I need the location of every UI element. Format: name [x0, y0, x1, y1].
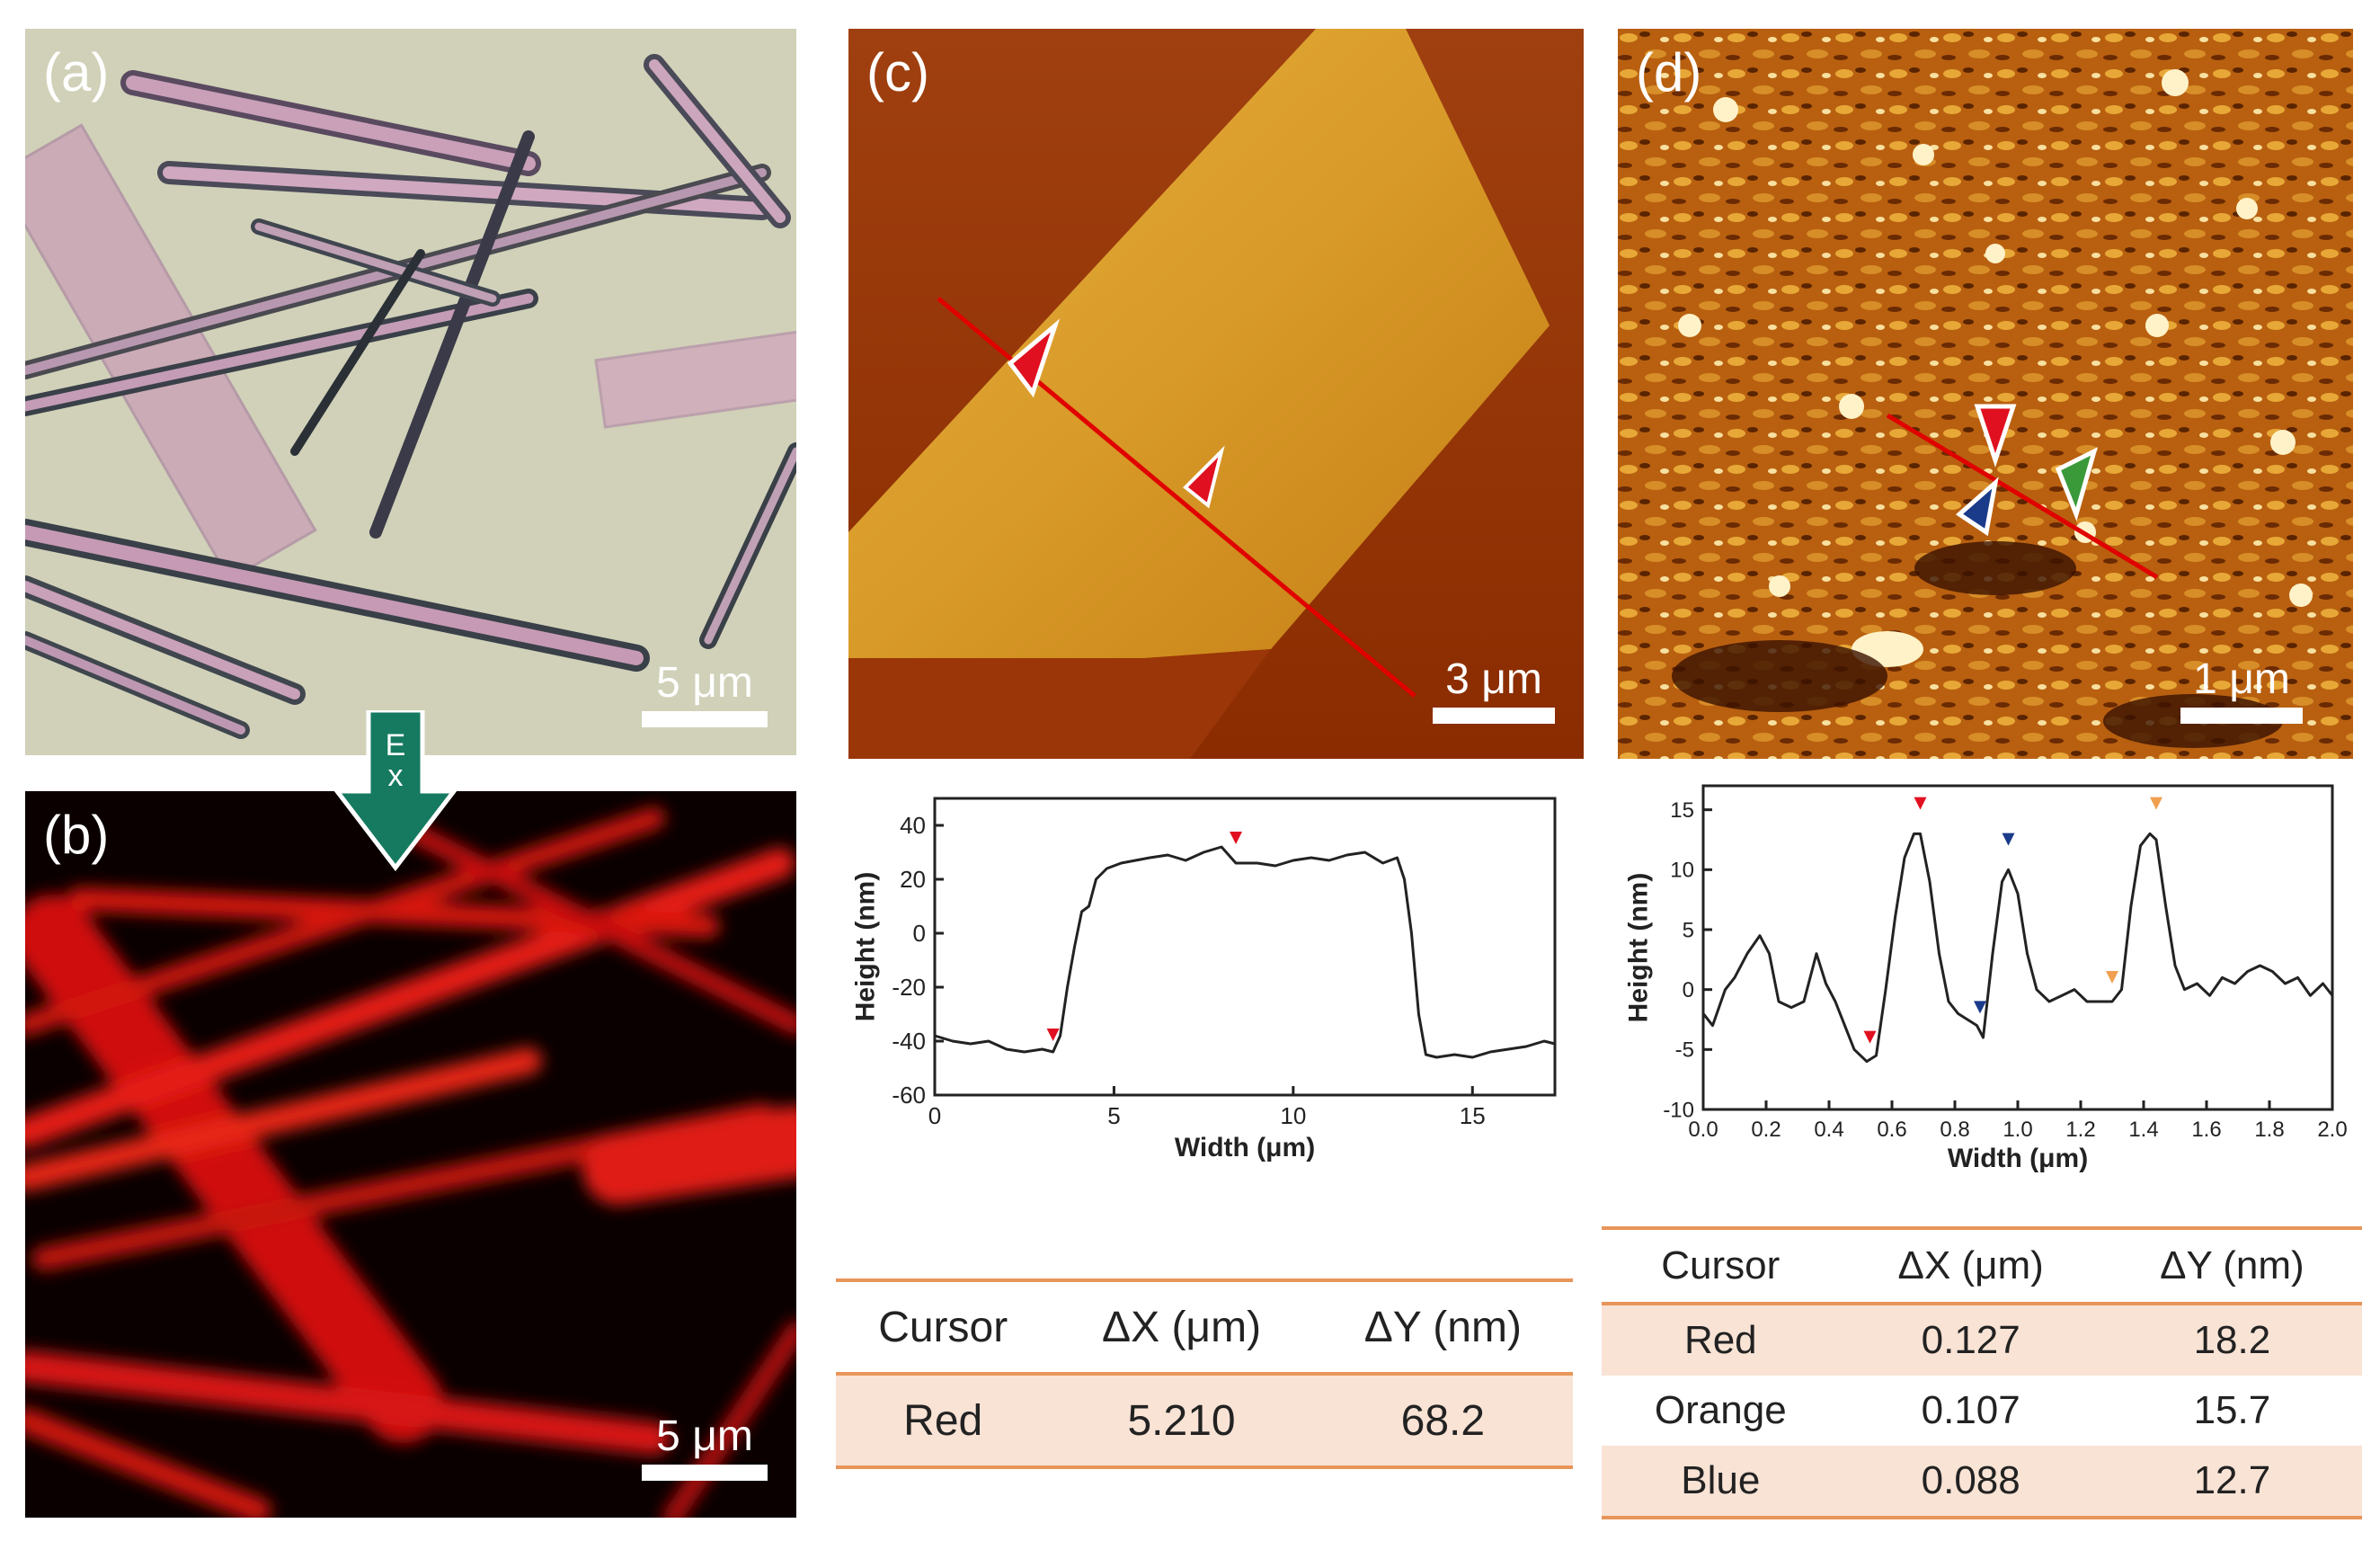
plot-frame	[1701, 784, 2334, 1111]
x-tick-label: 0.2	[1751, 1118, 1781, 1142]
panel-c-cursor-table: Cursor ΔX (μm) ΔY (nm) Red 5.210 68.2	[836, 1278, 1573, 1469]
table-row: Orange 0.107 15.7	[1602, 1376, 2362, 1446]
x-tick-label: 1.4	[2128, 1118, 2158, 1142]
table-cell: 0.088	[1921, 1458, 2020, 1502]
orange-cursor-marker	[2150, 797, 2162, 810]
x-tick-label: 0.8	[1940, 1118, 1969, 1142]
x-tick-label: 2.0	[2317, 1118, 2347, 1142]
panel-c-label: (c)	[866, 42, 929, 102]
table-cell: Red	[1683, 1318, 1757, 1362]
y-tick-label: 20	[900, 866, 926, 893]
panel-c-afm-topography	[848, 29, 1584, 759]
y-tick-label: 0	[913, 920, 926, 947]
table-header-cell: ΔY (nm)	[1363, 1303, 1522, 1351]
panel-d-afm-image: (d) 1 μm	[1618, 29, 2353, 759]
table-header-cell: ΔX (μm)	[1102, 1303, 1262, 1351]
y-tick-label: -10	[1663, 1098, 1694, 1122]
x-tick-label: 0.0	[1688, 1118, 1718, 1142]
panel-c-scale-bar: 3 μm	[1433, 655, 1555, 724]
excitation-arrow	[333, 710, 458, 872]
x-tick-label: 1.6	[2191, 1118, 2221, 1142]
x-tick-label: 0	[928, 1102, 941, 1129]
table-header-cell: Cursor	[878, 1303, 1008, 1351]
x-tick-label: 0.4	[1814, 1118, 1843, 1142]
table-cell: 0.127	[1921, 1318, 2020, 1362]
table-cell: 15.7	[2193, 1388, 2271, 1432]
panel-b-fluorescence-image: (b) 5 μm	[25, 791, 796, 1518]
excitation-arrow-label: Ex	[385, 728, 406, 793]
panel-d-height-profile-chart: 0.0 0.2 0.4 0.6 0.8 1.0 1.2 1.4 1.6 1.8 2.0 15 10 5 0 -…	[1624, 784, 2348, 1173]
table-header-row: Cursor ΔX (μm) ΔY (nm)	[1602, 1228, 2362, 1304]
table-row: Blue 0.088 12.7	[1602, 1446, 2362, 1518]
x-axis-label: Width (μm)	[1175, 1133, 1315, 1162]
y-tick-label: -40	[892, 1028, 926, 1055]
x-tick-label: 1.2	[2065, 1118, 2095, 1142]
profile-line	[934, 845, 1556, 1059]
table-header-row: Cursor ΔX (μm) ΔY (nm)	[836, 1280, 1573, 1374]
panel-a-scale-text: 5 μm	[656, 659, 753, 707]
table-header-cell: Cursor	[1661, 1243, 1781, 1287]
blue-cursor-marker	[1974, 1001, 1986, 1014]
panel-d-scale-bar: 1 μm	[2180, 655, 2303, 724]
plot-frame	[933, 797, 1557, 1097]
panel-c-red-cursor-1	[1007, 318, 1061, 398]
table-cell: Orange	[1654, 1388, 1787, 1432]
table-row: Red 5.210 68.2	[836, 1374, 1573, 1467]
table-cell: Blue	[1681, 1458, 1761, 1502]
panel-b-scale-text: 5 μm	[656, 1412, 753, 1460]
panel-a-rods	[25, 29, 796, 755]
y-tick-label: -20	[892, 974, 926, 1001]
table-cell: 0.107	[1921, 1388, 2020, 1432]
red-cursor-marker	[1914, 797, 1927, 810]
y-tick-label: -5	[1675, 1038, 1694, 1063]
table-header-cell: ΔY (nm)	[2160, 1243, 2305, 1287]
table-row: Red 0.127 18.2	[1602, 1304, 2362, 1376]
panel-c-afm-image: (c) 3 μm	[848, 29, 1584, 759]
table-cell: 68.2	[1400, 1396, 1486, 1445]
y-axis-label: Height (nm)	[1624, 873, 1654, 1023]
panel-a-scale-bar: 5 μm	[642, 658, 768, 727]
panel-b-label: (b)	[43, 805, 110, 865]
y-tick-label: 10	[1670, 859, 1694, 883]
x-tick-label: 10	[1280, 1102, 1306, 1129]
panel-d-red-cursor	[1974, 404, 2017, 468]
red-cursor-marker	[1863, 1030, 1877, 1044]
red-cursor-marker	[1046, 1029, 1060, 1041]
x-tick-label: 5	[1107, 1102, 1120, 1129]
table-cell: 5.210	[1127, 1396, 1236, 1445]
panel-b-scale-bar: 5 μm	[642, 1412, 768, 1481]
table-header-cell: ΔX (μm)	[1897, 1243, 2044, 1287]
panel-d-scale-text: 1 μm	[2193, 655, 2290, 703]
panel-d-blue-cursor	[1955, 477, 1999, 537]
panel-a-label: (a)	[43, 42, 110, 102]
x-tick-label: 1.8	[2254, 1118, 2284, 1142]
panel-a-optical-image: (a) 5 μm	[25, 29, 796, 755]
panel-d-afm-topography	[1618, 29, 2353, 759]
panel-b-rods	[25, 791, 796, 1518]
x-tick-label: 1.0	[2003, 1118, 2032, 1142]
panel-c-red-cursor-2	[1183, 445, 1225, 509]
orange-cursor-marker	[2106, 971, 2118, 984]
y-tick-label: 15	[1670, 798, 1694, 823]
y-tick-label: 40	[900, 812, 926, 839]
x-tick-label: 15	[1460, 1102, 1486, 1129]
x-tick-label: 0.6	[1877, 1118, 1906, 1142]
profile-line	[1701, 832, 2334, 1064]
panel-d-cursor-table: Cursor ΔX (μm) ΔY (nm) Red 0.127 18.2 Or…	[1602, 1226, 2362, 1519]
red-cursor-marker	[1230, 832, 1243, 844]
panel-c-scale-text: 3 μm	[1445, 655, 1542, 703]
table-cell: Red	[903, 1396, 983, 1445]
table-cell: 18.2	[2193, 1318, 2271, 1362]
table-cell: 12.7	[2193, 1458, 2271, 1502]
x-axis-label: Width (μm)	[1948, 1144, 2088, 1173]
y-tick-label: 0	[1683, 978, 1694, 1002]
panel-d-green-cursor	[2055, 447, 2098, 521]
y-tick-label: 5	[1683, 918, 1694, 942]
y-axis-label: Height (nm)	[850, 872, 880, 1022]
blue-cursor-marker	[2002, 833, 2015, 846]
y-tick-label: -60	[892, 1082, 926, 1109]
panel-c-height-profile-chart: 0 5 10 15 40 20 0 -20 -40 -60 Width (μm) Height (nm…	[850, 797, 1557, 1162]
panel-d-label: (d)	[1636, 42, 1702, 102]
